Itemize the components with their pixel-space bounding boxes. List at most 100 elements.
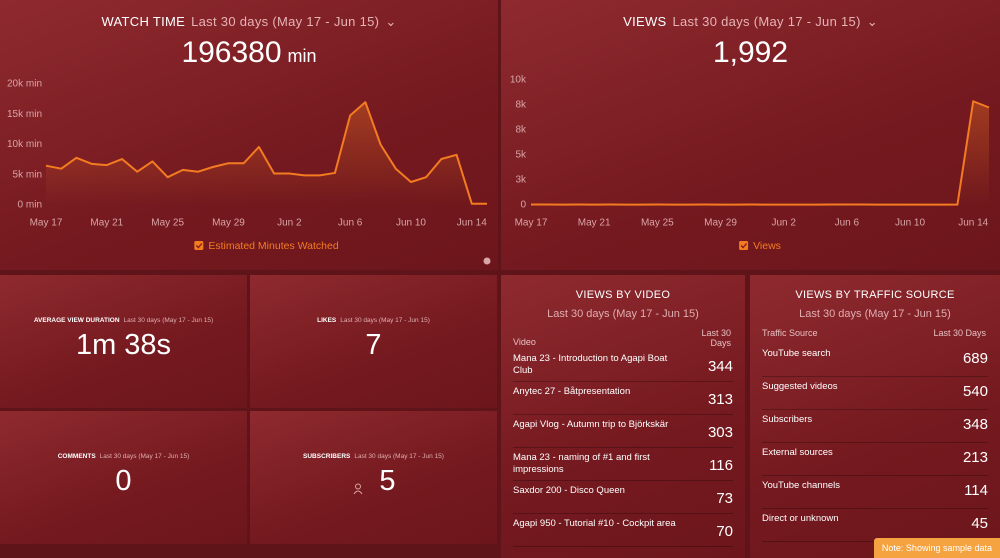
- row-label: Subscribers: [762, 414, 813, 425]
- table-row: Anytec 27 - Båtpresentation 313: [513, 382, 733, 415]
- person-svg: [353, 483, 363, 495]
- row-value: 114: [964, 482, 988, 499]
- series-line: [45, 101, 487, 205]
- x-tick-label: Jun 10: [396, 218, 426, 229]
- x-tick-label: Jun 14: [958, 218, 988, 229]
- watch-time-panel: WATCH TIME Last 30 days (May 17 - Jun 15)…: [0, 0, 498, 270]
- total: 196380 min: [0, 36, 498, 70]
- row-value: 344: [707, 358, 733, 375]
- widget-header: VIEWS Last 30 days (May 17 - Jun 15) ⌄: [501, 14, 1000, 30]
- y-tick-label: 0 min: [18, 200, 42, 211]
- legend-label: Views: [753, 240, 781, 252]
- kpi-title: LIKES: [317, 317, 337, 324]
- title: VIEWS: [623, 14, 667, 29]
- column-header: Traffic Source: [762, 328, 818, 338]
- y-tick-label: 5k min: [13, 169, 42, 180]
- total-value: 1,992: [712, 36, 789, 69]
- row-value: 689: [962, 350, 988, 367]
- chart: 0 3k 5k 8k 8k 10k May 17 May 21 May 25 May 29 Jun …: [510, 75, 990, 252]
- x-tick-label: May 29: [704, 218, 737, 229]
- row-value: 73: [716, 490, 733, 507]
- kpi-title: SUBSCRIBERS: [303, 453, 351, 460]
- y-tick-label: 0: [520, 200, 526, 211]
- legend-check: [195, 243, 203, 249]
- table-subtitle[interactable]: Last 30 days (May 17 - Jun 15): [799, 308, 951, 320]
- kpi-header: COMMENTS Last 30 days (May 17 - Jun 15): [0, 453, 247, 460]
- table-widget: VIEWS BY VIDEO Last 30 days (May 17 - Jun…: [501, 275, 745, 558]
- subtitle[interactable]: Last 30 days (May 17 - Jun 15): [672, 14, 861, 29]
- table-row: Subscribers 348: [762, 410, 988, 443]
- kpi-subtitle[interactable]: Last 30 days (May 17 - Jun 15): [99, 453, 190, 460]
- x-tick-label: May 17: [30, 218, 63, 229]
- x-tick-label: May 29: [212, 218, 245, 229]
- table-row: Agapi Vlog - Autumn trip to Björkskär 303: [513, 415, 733, 448]
- table-title: VIEWS BY VIDEO: [575, 289, 671, 301]
- dropdown-caret[interactable]: ⌄: [866, 14, 878, 29]
- y-tick-label: 5k: [515, 150, 527, 161]
- row-value: 540: [962, 383, 988, 400]
- title: WATCH TIME: [101, 14, 186, 29]
- kpi-card: LIKES Last 30 days (May 17 - Jun 15) 7: [250, 275, 497, 408]
- x-tick-label: Jun 2: [771, 218, 796, 229]
- column-header: Video: [513, 337, 536, 347]
- row-label: Saxdor 200 - Disco Queen: [513, 485, 625, 496]
- row-value: 313: [707, 391, 733, 408]
- legend-checkbox: [194, 241, 204, 250]
- row-label: External sources: [762, 447, 833, 458]
- kpi-title: AVERAGE VIEW DURATION: [33, 317, 120, 324]
- table-row: Saxdor 200 - Disco Queen 73: [513, 481, 733, 514]
- x-tick-label: May 25: [151, 218, 184, 229]
- kpi-value: 0: [115, 465, 132, 497]
- table-row: Suggested videos 540: [762, 377, 988, 410]
- x-tick-label: Jun 6: [338, 218, 363, 229]
- row-value: 213: [962, 449, 988, 466]
- table-title: VIEWS BY TRAFFIC SOURCE: [795, 289, 955, 301]
- column-header: Last 30 Days: [933, 328, 986, 338]
- y-tick-label: 8k: [515, 100, 527, 111]
- row-label: Agapi 950 - Tutorial #10 - Cockpit area: [513, 518, 676, 529]
- column-header: Last 30 Days: [701, 328, 731, 348]
- kpi-card: AVERAGE VIEW DURATION Last 30 days (May 1…: [0, 275, 247, 408]
- x-tick-label: Jun 6: [835, 218, 860, 229]
- row-value: 116: [709, 457, 733, 474]
- legend-label: Estimated Minutes Watched: [208, 240, 338, 252]
- y-tick-label: 20k min: [7, 79, 42, 90]
- row-value: 303: [707, 424, 733, 441]
- area-fill: [531, 101, 989, 205]
- table-row: YouTube channels 114: [762, 476, 988, 509]
- row-value: 70: [716, 523, 733, 540]
- total-unit: min: [287, 46, 317, 66]
- legend-item: Views: [739, 240, 781, 252]
- row-label: Mana 23 - Introduction to Agapi Boat Clu…: [513, 353, 668, 376]
- views-panel: VIEWS Last 30 days (May 17 - Jun 15) ⌄ 1,9…: [501, 0, 1000, 270]
- row-label: Anytec 27 - Båtpresentation: [513, 386, 631, 397]
- subtitle[interactable]: Last 30 days (May 17 - Jun 15): [191, 14, 380, 29]
- y-tick-label: 15k min: [7, 109, 42, 120]
- kpi-subtitle[interactable]: Last 30 days (May 17 - Jun 15): [123, 317, 214, 324]
- kpi-card: COMMENTS Last 30 days (May 17 - Jun 15) 0: [0, 411, 247, 544]
- x-tick-label: May 17: [515, 218, 548, 229]
- person-icon: [353, 482, 363, 495]
- y-tick-label: 10k min: [7, 139, 42, 150]
- table-subtitle[interactable]: Last 30 days (May 17 - Jun 15): [547, 308, 699, 320]
- table-row: Mana 23 - Introduction to Agapi Boat Clu…: [513, 349, 733, 382]
- sample-note: Note: Showing sample data: [873, 538, 1000, 558]
- kpi-subtitle[interactable]: Last 30 days (May 17 - Jun 15): [340, 317, 430, 324]
- row-label: YouTube search: [762, 348, 831, 359]
- total-value: 196380: [181, 36, 282, 69]
- kpi-title: COMMENTS: [57, 453, 96, 460]
- kpi-header: SUBSCRIBERS Last 30 days (May 17 - Jun 15…: [250, 453, 497, 460]
- kpi-subtitle[interactable]: Last 30 days (May 17 - Jun 15): [354, 453, 444, 460]
- x-tick-label: May 25: [641, 218, 674, 229]
- y-tick-label: 10k: [510, 75, 527, 86]
- x-tick-label: May 21: [90, 218, 123, 229]
- legend-check: [740, 243, 748, 249]
- widget-header: WATCH TIME Last 30 days (May 17 - Jun 15)…: [0, 14, 498, 30]
- x-tick-label: Jun 14: [457, 218, 487, 229]
- dropdown-caret[interactable]: ⌄: [385, 14, 397, 29]
- kpi-value: 7: [365, 329, 382, 361]
- legend-item: Estimated Minutes Watched: [194, 240, 339, 252]
- kpi-header: LIKES Last 30 days (May 17 - Jun 15): [250, 317, 497, 324]
- table-row: External sources 213: [762, 443, 988, 476]
